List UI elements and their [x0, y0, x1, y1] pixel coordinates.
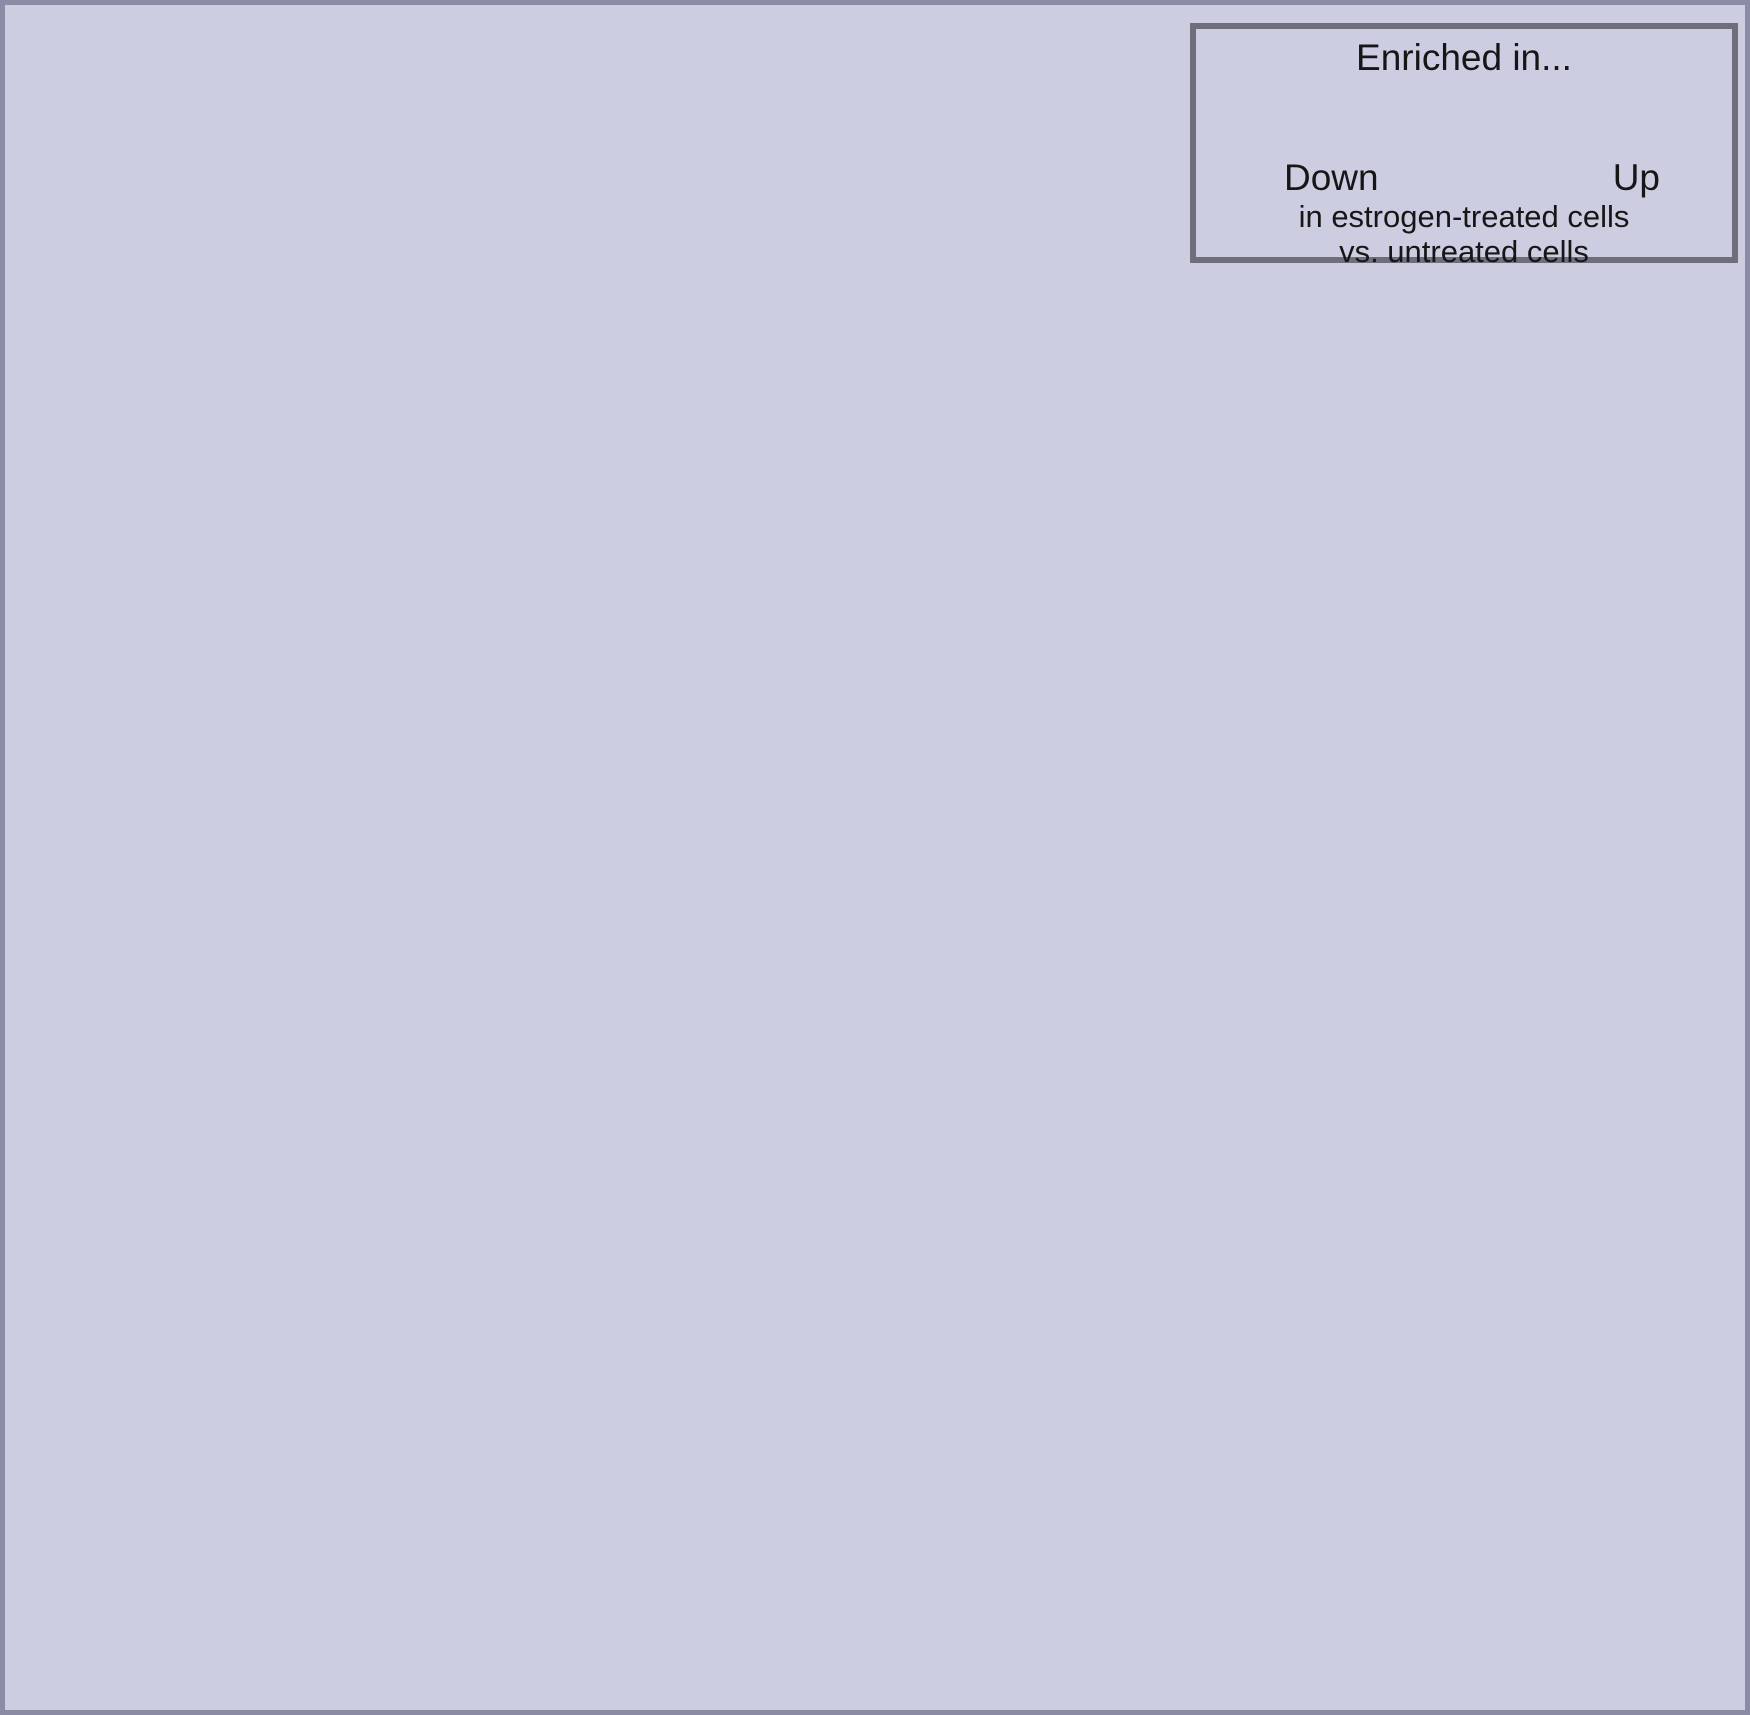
- legend-subtitle-line2: vs. untreated cells: [1339, 234, 1589, 269]
- legend-axis-row: Down Up: [1196, 157, 1732, 199]
- legend-down-label: Down: [1284, 157, 1379, 198]
- legend-gradient-bar: [1273, 89, 1655, 153]
- legend-up-label: Up: [1612, 157, 1660, 198]
- legend-box: Enriched in... Down Up in estrogen-treat…: [1190, 23, 1738, 269]
- legend-title: Enriched in...: [1356, 37, 1572, 78]
- legend-subtitle-line1: in estrogen-treated cells: [1298, 199, 1630, 234]
